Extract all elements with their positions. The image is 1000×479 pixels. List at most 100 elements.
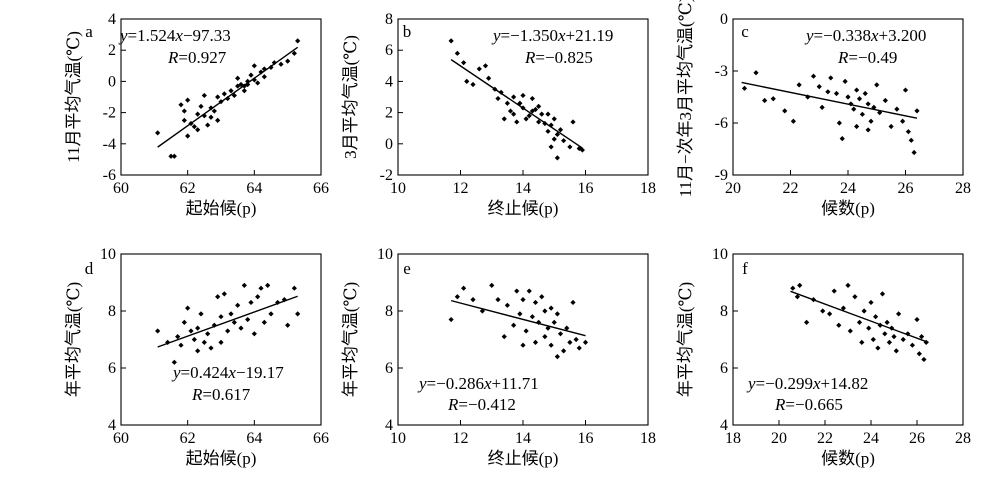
panel-f-x-tick-label: 26	[909, 430, 925, 447]
panel-a-regression-equation: y=1.524x−97.33	[118, 26, 231, 45]
panel-e-data-point	[501, 334, 507, 340]
panel-e-data-point	[545, 325, 551, 331]
panel-e-data-point	[448, 316, 454, 323]
panel-e-data-point	[570, 299, 576, 306]
panel-b-data-point	[454, 50, 460, 56]
panel-e-regression-equation: y=−0.286x+11.71	[417, 374, 539, 393]
panel-d-data-point	[291, 285, 297, 291]
panel-a-data-point	[251, 63, 257, 69]
panel-f-y-tick-label: 8	[720, 303, 728, 320]
panel-e-data-point	[461, 285, 467, 291]
panel-d-data-point	[218, 339, 224, 345]
panel-d-y-tick-label: 4	[108, 417, 116, 434]
panel-e-data-point	[504, 302, 510, 308]
panel-b-data-point	[542, 120, 548, 127]
panel-e: 10 12 14 16 18 4 6 8 10 终止候(p) 年平均气温(℃) e y=−0.286x+…	[341, 246, 656, 468]
panel-a-data-point	[215, 94, 221, 100]
panel-b-data-point	[545, 111, 551, 117]
panel-e-correlation-coefficient: R=−0.412	[447, 395, 516, 414]
panel-a-data-point	[261, 74, 267, 80]
panel-a-x-tick-label: 64	[246, 180, 262, 197]
panel-c-data-point	[790, 118, 796, 124]
panel-a-data-point	[241, 83, 247, 89]
panel-e-data-point	[520, 342, 526, 348]
panel-e-data-point	[542, 308, 548, 314]
panel-e-data-point	[536, 319, 542, 325]
panel-c-data-point	[862, 90, 868, 97]
panel-c-data-point	[877, 110, 883, 116]
panel-f-x-axis-label: 候数(p)	[821, 449, 875, 468]
panel-c-data-point	[796, 82, 802, 88]
panel-d-data-point	[258, 285, 264, 291]
panel-f-data-point	[923, 339, 929, 345]
panel-e-data-point	[517, 311, 523, 317]
panel-f-data-point	[859, 339, 865, 345]
panel-f-data-point	[896, 311, 902, 317]
panel-f-data-point	[905, 331, 911, 337]
panel-d-data-point	[221, 291, 227, 297]
panel-c-data-point	[856, 96, 863, 102]
panel-d-data-point	[255, 294, 261, 300]
panel-b-x-axis-label: 终止候(p)	[488, 199, 559, 218]
panel-d-data-point	[218, 314, 224, 320]
panel-f-data-point	[827, 311, 833, 317]
panel-e-data-point	[542, 334, 548, 340]
panel-d-data-point	[268, 311, 274, 317]
panel-d-data-point	[191, 336, 197, 343]
panel-a-y-tick-label: -4	[103, 136, 116, 153]
panel-c-data-point	[819, 104, 825, 110]
panel-c-data-point	[874, 82, 880, 88]
panel-d-data-point	[225, 328, 231, 334]
panel-b-data-point	[557, 127, 564, 133]
panel-f-plot-frame	[732, 253, 964, 426]
panel-e-data-point	[523, 328, 529, 334]
panel-c-data-point	[828, 75, 834, 81]
panel-f-data-point	[847, 328, 853, 334]
panel-c-data-point	[905, 129, 911, 135]
panel-f: 18 20 22 24 26 28 4 6 8 10 候数(p) 年平均气温(℃) f y=−0.299x…	[676, 246, 971, 468]
panel-b-data-point	[548, 122, 554, 128]
panel-b-x-tick-label: 18	[640, 180, 656, 197]
panel-f-data-point	[886, 339, 892, 345]
panel-b-data-point	[551, 136, 557, 142]
panel-f-data-point	[790, 285, 796, 291]
panel-e-data-point	[529, 314, 535, 320]
panel-e-data-point	[564, 325, 570, 331]
panel-a-y-tick-label: 4	[108, 11, 116, 28]
panel-b-data-point	[517, 100, 523, 106]
panel-a-data-point	[211, 108, 217, 114]
panel-e-plot-frame	[397, 253, 649, 426]
panel-e-regression-line	[450, 299, 586, 337]
panel-c-x-tick-label: 28	[955, 180, 971, 197]
panel-a-data-point	[171, 153, 177, 159]
panel-c-data-point	[848, 101, 854, 107]
panel-c-x-tick-label: 24	[840, 180, 856, 197]
panel-f-data-point	[870, 336, 876, 343]
panel-f-data-point	[914, 316, 920, 323]
panel-d-x-tick-label: 62	[180, 430, 196, 447]
panel-a-y-axis-label: 11月平均气温(℃)	[64, 31, 83, 163]
panel-c-y-axis-label: 11月−次年3月平均气温(℃)	[676, 0, 695, 197]
panel-b-y-tick-label: 6	[385, 42, 393, 59]
panel-f-data-point	[861, 308, 867, 314]
panel-d-y-tick-label: 8	[108, 303, 116, 320]
panel-a-correlation-coefficient: R=0.927	[167, 48, 227, 67]
panel-d-y-tick-label: 10	[100, 246, 116, 263]
panel-b-data-point	[579, 147, 585, 153]
panel-a-data-point	[285, 58, 291, 64]
panel-a-data-point	[221, 91, 227, 97]
panel-c-data-point	[911, 149, 917, 156]
panel-c-x-axis-label: 候数(p)	[821, 199, 875, 218]
panel-e-data-point	[582, 339, 589, 345]
panel-e-x-tick-label: 10	[390, 430, 406, 447]
panel-a-data-point	[181, 117, 187, 123]
panel-f-panel-letter: f	[742, 259, 748, 278]
panel-c-data-point	[805, 94, 811, 100]
panel-a-data-point	[231, 92, 237, 99]
panel-f-data-point	[893, 348, 899, 354]
panel-d-x-tick-label: 60	[113, 430, 129, 447]
panel-c-data-point	[770, 96, 776, 102]
panel-d-data-point	[241, 282, 247, 288]
panel-b-data-point	[520, 105, 526, 111]
panel-a-x-axis-label: 起始候(p)	[186, 199, 257, 218]
